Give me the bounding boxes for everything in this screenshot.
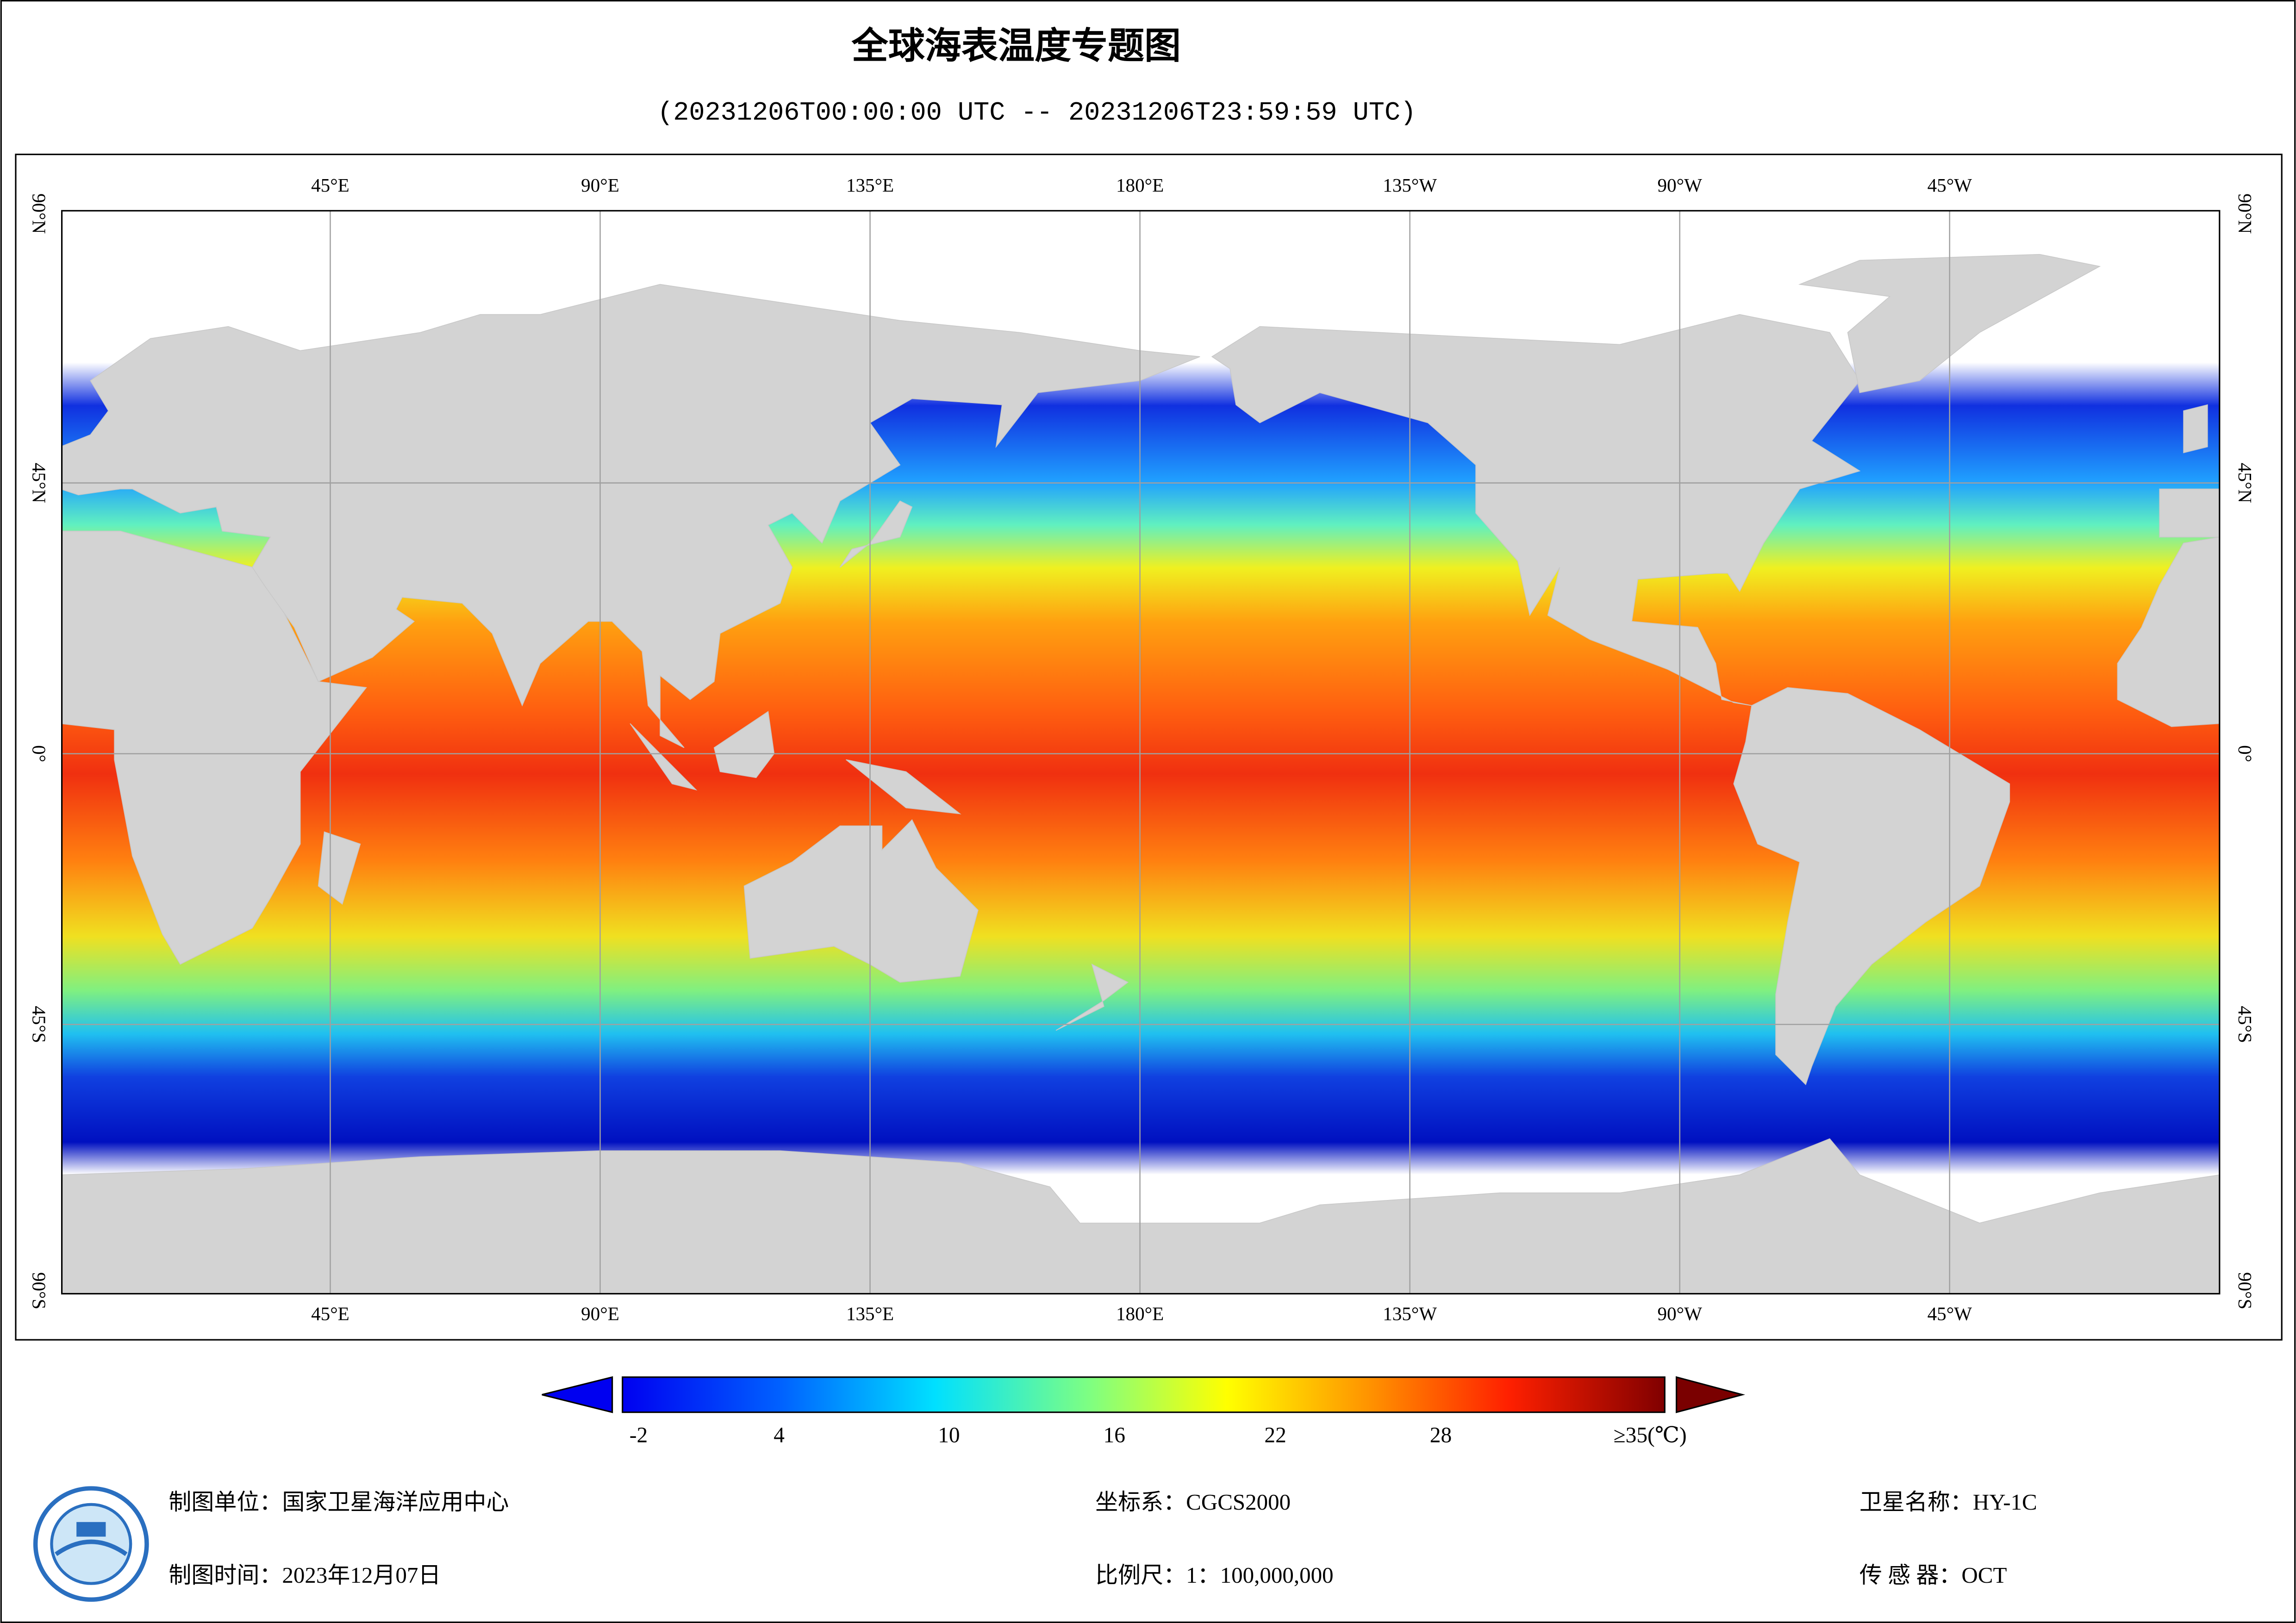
lon-label-top: 45°W <box>1928 174 1972 196</box>
landmass <box>2117 536 2220 727</box>
lon-label-top: 45°E <box>311 174 349 196</box>
production-date: 制图时间：2023年12月07日 <box>168 1562 441 1588</box>
map-scale: 比例尺：1：100,000,000 <box>1095 1562 1334 1588</box>
lon-label-top: 135°E <box>846 174 894 196</box>
landmass <box>1211 314 1861 706</box>
landmass <box>846 759 961 815</box>
colorbar-low-arrow <box>542 1376 613 1413</box>
lon-label-bottom: 45°E <box>311 1303 349 1324</box>
producer: 制图单位：国家卫星海洋应用中心 <box>168 1489 509 1515</box>
landmass <box>1733 687 2010 1086</box>
lon-label-bottom: 45°W <box>1928 1303 1972 1324</box>
colorbar-tick-label: ≥35(℃) <box>1614 1423 1687 1447</box>
lat-label-right: 90°S <box>2234 1272 2256 1309</box>
map-border <box>61 210 2221 1295</box>
lon-label-bottom: 90°E <box>581 1303 619 1324</box>
map-subtitle: (20231206T00:00:00 UTC -- 20231206T23:59… <box>657 99 1416 128</box>
lat-label-right: 45°S <box>2234 1006 2256 1043</box>
landmass <box>62 284 1200 748</box>
lon-label-bottom: 180°E <box>1116 1303 1164 1324</box>
agency-logo <box>33 1486 149 1602</box>
lat-label-right: 45°N <box>2234 463 2256 503</box>
colorbar-high-arrow <box>1676 1376 1746 1413</box>
lon-label-top: 135°W <box>1383 174 1437 196</box>
colorbar-tick-label: 28 <box>1430 1423 1452 1447</box>
lon-label-bottom: 135°E <box>846 1303 894 1324</box>
colorbar-tick-label: 4 <box>774 1423 785 1447</box>
lat-label-right: 0° <box>2234 745 2256 762</box>
sensor-name: 传 感 器：OCT <box>1859 1562 2007 1588</box>
lon-label-bottom: 135°W <box>1383 1303 1437 1324</box>
colorbar-tick-label: 22 <box>1264 1423 1286 1447</box>
lat-label-left: 90°N <box>28 193 50 234</box>
landmass <box>713 711 775 778</box>
lat-label-left: 0° <box>28 745 50 762</box>
coordinate-system: 坐标系：CGCS2000 <box>1095 1489 1291 1515</box>
lat-label-right: 90°N <box>2234 193 2256 234</box>
map-frame <box>15 154 2283 1341</box>
colorbar-tick-label: 16 <box>1104 1423 1125 1447</box>
lat-label-left: 90°S <box>28 1272 50 1309</box>
satellite-name: 卫星名称：HY-1C <box>1859 1489 2037 1515</box>
colorbar-tick-label: 10 <box>938 1423 960 1447</box>
colorbar <box>622 1376 1666 1413</box>
lat-label-left: 45°N <box>28 463 50 503</box>
map-title: 全球海表温度专题图 <box>851 25 1181 67</box>
landmass <box>743 819 979 983</box>
landmass <box>318 831 361 905</box>
landmass <box>2183 404 2208 454</box>
map-area <box>62 211 2220 1294</box>
lat-label-left: 45°S <box>28 1006 50 1043</box>
lon-label-top: 90°E <box>581 174 619 196</box>
colorbar-tick-label: -2 <box>630 1423 648 1447</box>
landmass <box>1055 964 1129 1031</box>
lon-label-top: 180°E <box>1116 174 1164 196</box>
lon-label-bottom: 90°W <box>1658 1303 1703 1324</box>
lon-label-top: 90°W <box>1658 174 1703 196</box>
landmass <box>2159 488 2220 538</box>
